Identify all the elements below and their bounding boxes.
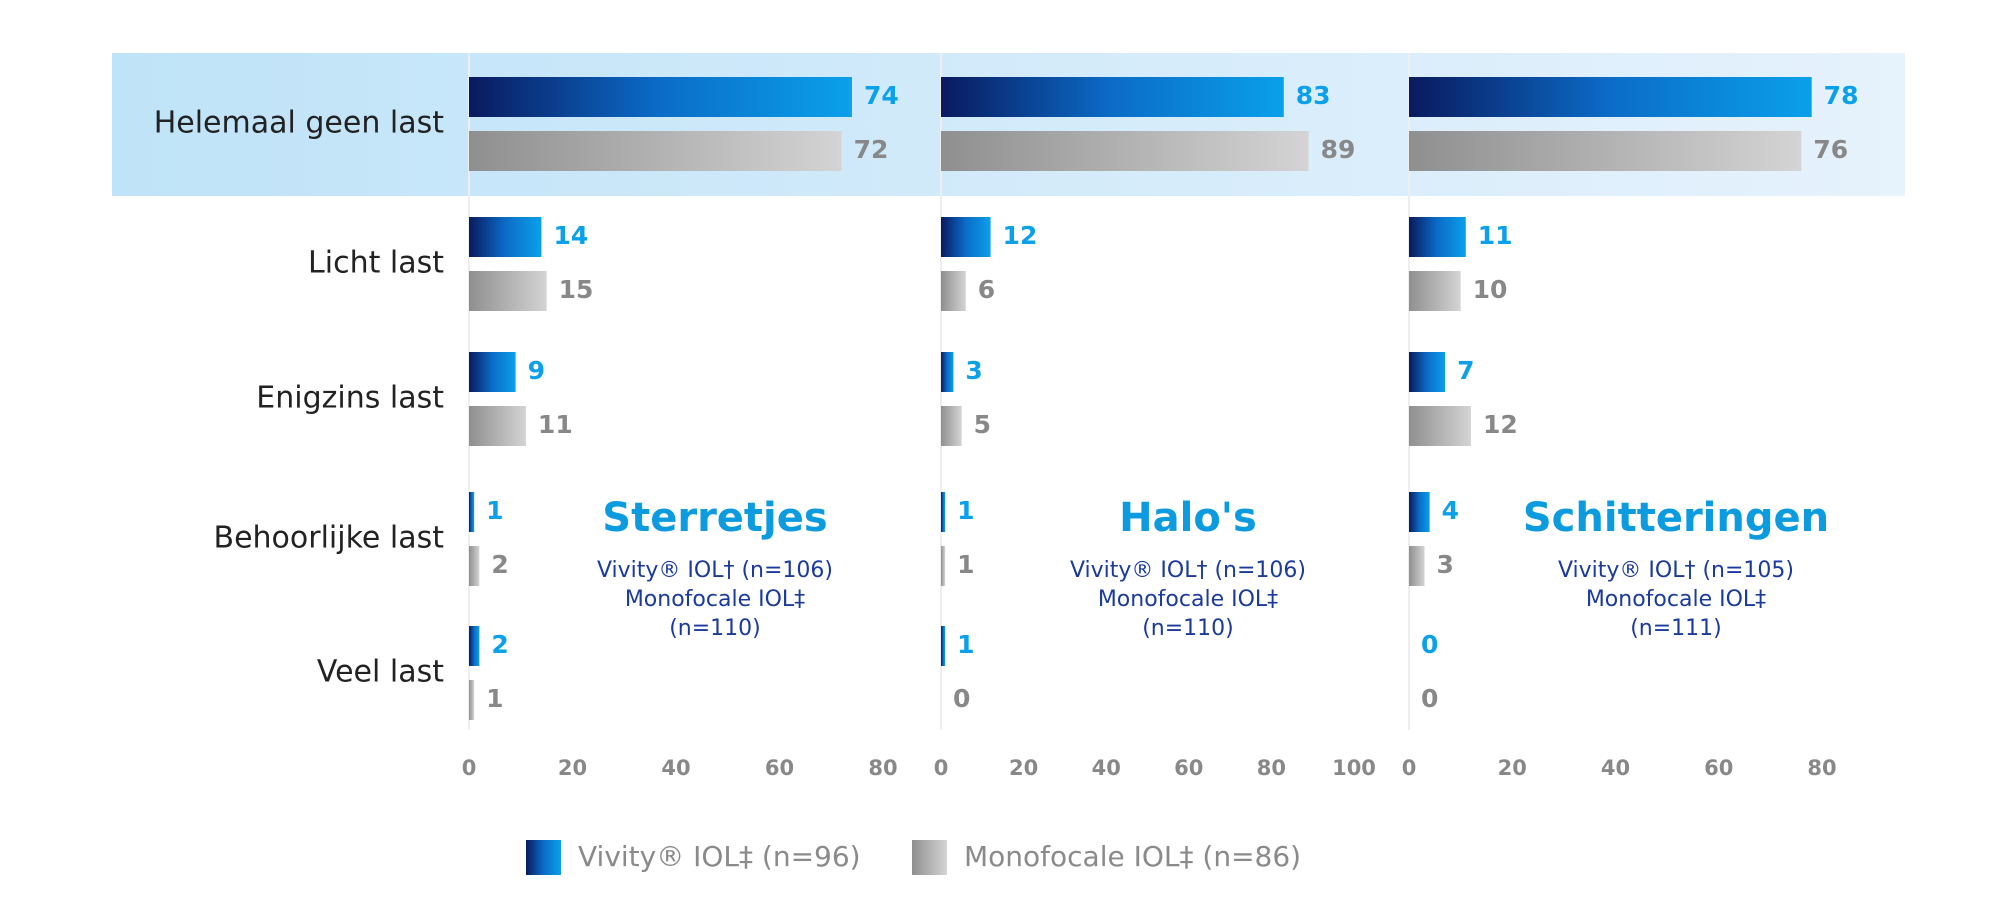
legend-label: Vivity® IOL‡ (n=96): [578, 840, 861, 873]
value-label: 89: [1321, 135, 1356, 164]
category-label: Veel last: [317, 655, 444, 690]
value-label: 2: [491, 550, 508, 579]
x-tick-label: 60: [765, 756, 794, 780]
value-label: 12: [1483, 410, 1518, 439]
bar: [469, 492, 475, 532]
x-tick-label: 0: [934, 756, 949, 780]
value-label: 3: [965, 356, 982, 385]
x-tick-label: 60: [1704, 756, 1733, 780]
bar: [941, 626, 946, 666]
x-tick-label: 80: [868, 756, 897, 780]
chart-title: Schitteringen: [1523, 495, 1829, 541]
bar: [469, 680, 475, 720]
value-label: 74: [864, 81, 899, 110]
x-tick-label: 40: [1601, 756, 1630, 780]
x-tick-label: 100: [1332, 756, 1376, 780]
value-label: 72: [854, 135, 889, 164]
bar: [1409, 546, 1425, 586]
value-label: 4: [1442, 496, 1459, 525]
bar: [1409, 217, 1466, 257]
bar: [941, 217, 991, 257]
bar: [469, 217, 542, 257]
bar: [469, 77, 852, 117]
subtitle: Vivity® IOL† (n=106): [1070, 558, 1306, 583]
x-tick-label: 0: [1402, 756, 1417, 780]
bar: [1409, 406, 1471, 446]
x-tick-label: 60: [1174, 756, 1203, 780]
value-label: 11: [538, 410, 573, 439]
category-label: Helemaal geen last: [154, 106, 445, 141]
subtitle: (n=110): [669, 616, 761, 641]
value-label: 1: [486, 496, 503, 525]
category-label: Licht last: [308, 246, 444, 281]
subtitle: (n=111): [1630, 616, 1722, 641]
subtitle: Monofocale IOL‡: [1098, 587, 1278, 612]
subtitle: Vivity® IOL† (n=106): [597, 558, 833, 583]
bar: [469, 406, 526, 446]
x-tick-label: 40: [661, 756, 690, 780]
value-label: 14: [553, 221, 588, 250]
highlight-band: [112, 53, 1905, 196]
value-label: 76: [1813, 135, 1848, 164]
value-label: 15: [559, 275, 594, 304]
chart-title: Halo's: [1119, 495, 1257, 541]
value-label: 1: [957, 496, 974, 525]
category-label: Behoorlijke last: [213, 521, 444, 556]
x-tick-label: 20: [1009, 756, 1038, 780]
chart-title: Sterretjes: [602, 495, 827, 541]
x-tick-label: 20: [558, 756, 587, 780]
value-label: 83: [1296, 81, 1331, 110]
bar: [469, 546, 480, 586]
x-tick-label: 20: [1498, 756, 1527, 780]
bar: [469, 131, 842, 171]
category-label: Enigzins last: [256, 381, 444, 416]
x-tick-label: 80: [1807, 756, 1836, 780]
value-label: 9: [528, 356, 545, 385]
bar: [941, 406, 962, 446]
x-tick-label: 0: [462, 756, 477, 780]
value-label: 2: [491, 630, 508, 659]
value-label: 1: [957, 630, 974, 659]
bar: [1409, 271, 1461, 311]
subtitle: Vivity® IOL† (n=105): [1558, 558, 1794, 583]
bar: [469, 626, 480, 666]
value-label: 11: [1478, 221, 1513, 250]
value-label: 1: [486, 684, 503, 713]
legend-swatch: [526, 840, 561, 875]
bar: [1409, 131, 1802, 171]
bar: [941, 77, 1284, 117]
value-label: 5: [974, 410, 991, 439]
value-label: 6: [978, 275, 995, 304]
subtitle: (n=110): [1142, 616, 1234, 641]
bar: [1409, 492, 1430, 532]
value-label: 0: [953, 684, 970, 713]
value-label: 10: [1473, 275, 1508, 304]
bar: [941, 546, 946, 586]
bar: [941, 492, 946, 532]
bar: [941, 131, 1309, 171]
value-label: 0: [1421, 630, 1438, 659]
bar: [1409, 352, 1446, 392]
x-tick-label: 40: [1092, 756, 1121, 780]
value-label: 1: [957, 550, 974, 579]
bar: [1409, 77, 1812, 117]
bar: [941, 352, 954, 392]
value-label: 7: [1457, 356, 1474, 385]
subtitle: Monofocale IOL‡: [1586, 587, 1766, 612]
value-label: 78: [1824, 81, 1859, 110]
value-label: 3: [1436, 550, 1453, 579]
value-label: 12: [1003, 221, 1038, 250]
bar: [469, 352, 516, 392]
value-label: 0: [1421, 684, 1438, 713]
bar: [469, 271, 547, 311]
subtitle: Monofocale IOL‡: [625, 587, 805, 612]
legend-label: Monofocale IOL‡ (n=86): [964, 840, 1301, 873]
x-tick-label: 80: [1257, 756, 1286, 780]
bar: [941, 271, 966, 311]
legend-swatch: [912, 840, 947, 875]
